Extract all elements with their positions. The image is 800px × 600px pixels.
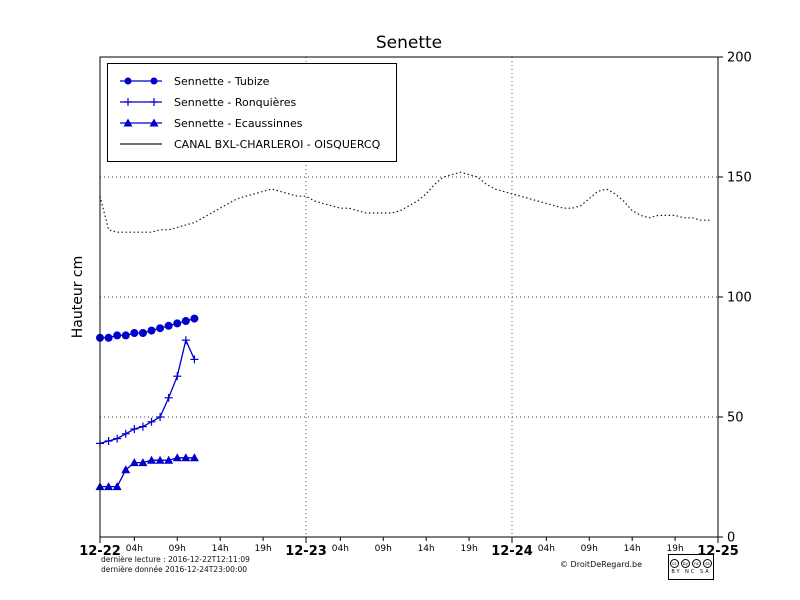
cc-terms-text: BY NC SA xyxy=(671,569,711,575)
y-tick-label: 150 xyxy=(727,171,752,186)
legend-marker-shape xyxy=(150,77,158,85)
y-tick-label: 200 xyxy=(727,51,752,66)
x-major-tick-label: 12-23 xyxy=(285,544,327,559)
x-minor-tick-label: 14h xyxy=(212,544,229,554)
series-line xyxy=(99,338,196,445)
copyright-credit: © DroitDeRegard.be xyxy=(560,560,643,569)
x-minor-tick-label: 14h xyxy=(624,544,641,554)
y-axis-label: Hauteur cm xyxy=(70,255,86,339)
plus-line-legend-icon xyxy=(120,98,162,106)
circle-marker xyxy=(173,319,182,328)
triangle-marker xyxy=(129,458,139,467)
triangle-marker xyxy=(155,455,165,464)
x-minor-tick-label: 09h xyxy=(375,544,392,554)
triangle-marker xyxy=(104,482,114,491)
legend-marker-shape xyxy=(124,77,132,85)
y-tick-label: 50 xyxy=(727,411,744,426)
x-minor-tick-label: 09h xyxy=(169,544,186,554)
x-minor-tick-label: 19h xyxy=(461,544,478,554)
x-minor-tick-label: 04h xyxy=(126,544,143,554)
y-tick-label: 100 xyxy=(727,291,752,306)
circle-line-legend-icon xyxy=(120,77,162,85)
legend-label: CANAL BXL-CHARLEROI - OISQUERCQ xyxy=(174,137,381,151)
legend-item: Sennette - Ronquières xyxy=(118,95,380,109)
series-line xyxy=(100,457,195,488)
circle-marker xyxy=(147,326,156,335)
triangle-marker xyxy=(172,453,182,462)
circle-marker xyxy=(181,317,190,325)
footer-status: dernière lecture : 2016-12-22T12:11:09 d… xyxy=(101,555,250,575)
x-major-tick-label: 12-22 xyxy=(79,544,121,559)
x-minor-tick-label: 19h xyxy=(667,544,684,554)
x-minor-tick-label: 14h xyxy=(418,544,435,554)
circle-marker xyxy=(104,333,113,342)
legend: Sennette - Tubize Sennette - Ronquières Se… xyxy=(107,63,398,162)
triangle-marker xyxy=(147,455,156,464)
circle-marker xyxy=(138,329,147,337)
cc-by-icon: by xyxy=(681,559,690,568)
x-minor-tick-label: 09h xyxy=(581,544,598,554)
legend-item: CANAL BXL-CHARLEROI - OISQUERCQ xyxy=(118,137,380,151)
y-tick-label: 0 xyxy=(727,531,735,546)
legend-label: Sennette - Tubize xyxy=(174,74,270,88)
circle-marker xyxy=(164,321,173,330)
cc-nc-icon: nc xyxy=(692,559,701,568)
legend-item: Sennette - Tubize xyxy=(118,74,380,88)
circle-marker xyxy=(130,329,139,337)
series-line xyxy=(99,171,710,233)
triangle-marker xyxy=(121,465,131,474)
last-data-text: dernière donnée 2016-12-24T23:00:00 xyxy=(101,565,248,574)
legend-label: Sennette - Ecaussinnes xyxy=(174,116,303,130)
x-minor-tick-label: 19h xyxy=(255,544,272,554)
line-legend-icon xyxy=(120,143,162,145)
x-minor-tick-label: 04h xyxy=(332,544,349,554)
legend-marker-shape xyxy=(149,118,159,127)
x-major-tick-label: 12-24 xyxy=(491,544,533,559)
triangle-line-legend-icon xyxy=(120,118,162,127)
circle-marker xyxy=(156,324,165,333)
last-reading-text: dernière lecture : 2016-12-22T12:11:09 xyxy=(101,555,250,564)
cc-sa-icon: sa xyxy=(703,559,712,568)
cc-license-badge: cc by nc sa BY NC SA xyxy=(668,554,714,580)
cc-icons-row: cc by nc sa xyxy=(670,559,712,568)
legend-item: Sennette - Ecaussinnes xyxy=(118,116,380,130)
circle-marker xyxy=(190,314,199,323)
x-minor-tick-label: 04h xyxy=(538,544,555,554)
circle-marker xyxy=(121,331,130,340)
triangle-marker xyxy=(138,458,148,467)
cc-icon: cc xyxy=(670,559,679,568)
chart-title: Senette xyxy=(375,33,443,53)
triangle-marker xyxy=(181,453,191,462)
triangle-marker xyxy=(189,453,199,462)
legend-marker-shape xyxy=(123,118,133,127)
legend-label: Sennette - Ronquières xyxy=(174,95,297,109)
circle-marker xyxy=(113,331,122,340)
triangle-marker xyxy=(164,455,174,464)
triangle-marker xyxy=(112,482,122,491)
